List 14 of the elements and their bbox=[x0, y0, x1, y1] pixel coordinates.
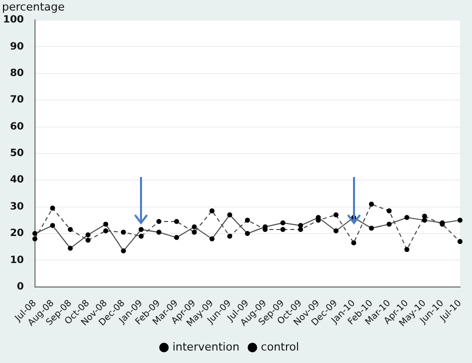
y-tick-label: 50 bbox=[10, 148, 24, 160]
y-tick-label: 80 bbox=[10, 68, 24, 79]
y-tick-label: 10 bbox=[10, 254, 24, 266]
y-axis-title: percentage bbox=[2, 0, 65, 14]
y-tick-label: 30 bbox=[10, 201, 24, 212]
y-tick-label: 40 bbox=[10, 174, 24, 186]
y-tick-label: 0 bbox=[16, 282, 24, 293]
y-tick-label: 60 bbox=[10, 121, 24, 132]
y-tick-label: 90 bbox=[10, 41, 24, 52]
y-tick-label: 100 bbox=[3, 14, 24, 26]
y-tick-label: 70 bbox=[10, 94, 24, 106]
legend-label: control bbox=[260, 340, 300, 354]
y-tick-label: 20 bbox=[10, 228, 24, 240]
legend-label: intervention bbox=[172, 340, 240, 354]
